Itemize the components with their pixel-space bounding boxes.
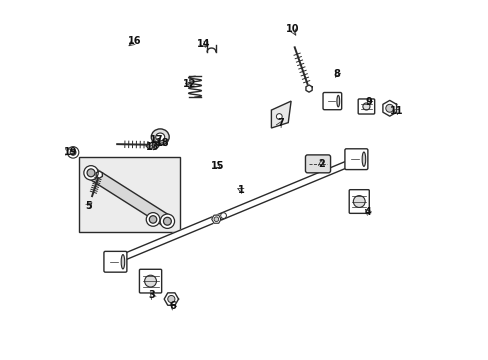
- Circle shape: [353, 195, 365, 207]
- Text: 16: 16: [128, 36, 142, 46]
- Circle shape: [214, 217, 218, 221]
- Circle shape: [67, 147, 79, 158]
- Ellipse shape: [163, 217, 171, 225]
- Circle shape: [362, 103, 369, 110]
- Text: 18: 18: [156, 139, 169, 148]
- Text: 4: 4: [364, 207, 370, 217]
- FancyBboxPatch shape: [348, 190, 368, 213]
- Polygon shape: [382, 100, 396, 116]
- Polygon shape: [271, 101, 290, 128]
- Text: 17: 17: [150, 135, 163, 145]
- Ellipse shape: [155, 133, 164, 141]
- FancyBboxPatch shape: [305, 155, 330, 173]
- Text: 8: 8: [333, 69, 340, 79]
- Circle shape: [167, 296, 175, 303]
- Ellipse shape: [149, 216, 157, 223]
- Text: 19: 19: [64, 147, 77, 157]
- Text: 14: 14: [196, 40, 209, 49]
- Circle shape: [144, 275, 156, 287]
- Circle shape: [385, 104, 393, 112]
- Text: 10: 10: [285, 24, 299, 35]
- FancyBboxPatch shape: [139, 269, 162, 293]
- Polygon shape: [164, 293, 178, 305]
- Ellipse shape: [87, 169, 95, 177]
- Text: 15: 15: [210, 161, 224, 171]
- Ellipse shape: [121, 255, 124, 269]
- Circle shape: [70, 149, 76, 155]
- Polygon shape: [211, 215, 221, 223]
- Bar: [79, 157, 180, 232]
- Ellipse shape: [362, 152, 365, 166]
- Circle shape: [276, 114, 282, 120]
- Text: 3: 3: [148, 291, 155, 301]
- Polygon shape: [145, 141, 156, 149]
- FancyBboxPatch shape: [104, 251, 126, 272]
- Text: 13: 13: [145, 142, 159, 152]
- Polygon shape: [96, 171, 102, 178]
- Circle shape: [220, 213, 226, 219]
- Ellipse shape: [160, 214, 174, 228]
- Text: 5: 5: [85, 201, 92, 211]
- Text: 9: 9: [365, 97, 371, 107]
- Text: 7: 7: [276, 118, 283, 128]
- Polygon shape: [152, 141, 158, 148]
- Polygon shape: [87, 168, 170, 226]
- Polygon shape: [305, 85, 311, 92]
- Text: 6: 6: [169, 301, 176, 311]
- Text: 12: 12: [183, 79, 196, 89]
- Text: 1: 1: [237, 185, 244, 195]
- FancyBboxPatch shape: [344, 149, 367, 170]
- FancyBboxPatch shape: [357, 99, 374, 114]
- Polygon shape: [111, 156, 360, 265]
- Ellipse shape: [146, 213, 160, 226]
- FancyBboxPatch shape: [323, 93, 341, 110]
- Text: 2: 2: [317, 159, 324, 169]
- Ellipse shape: [336, 95, 339, 107]
- Ellipse shape: [151, 129, 169, 145]
- Text: 11: 11: [389, 106, 403, 116]
- Ellipse shape: [83, 166, 98, 180]
